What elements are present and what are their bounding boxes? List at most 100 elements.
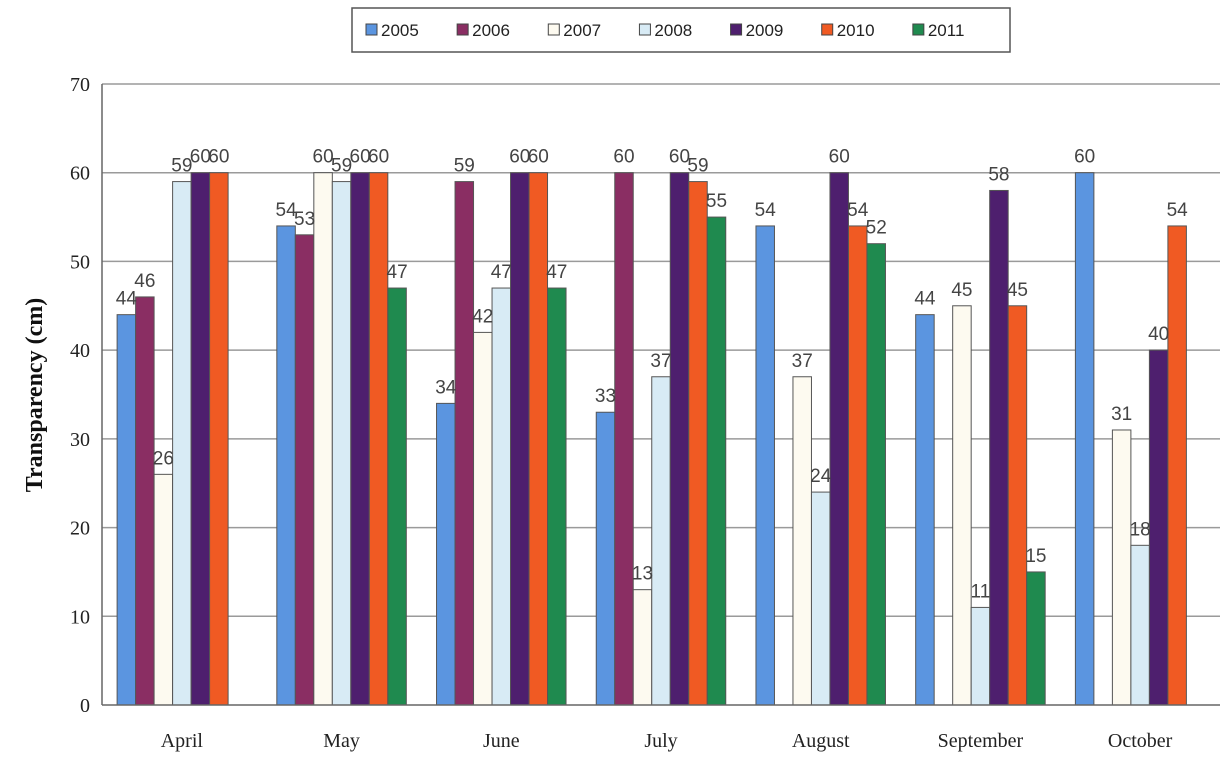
data-label: 45	[951, 280, 972, 301]
data-label: 47	[491, 262, 512, 283]
bar	[135, 296, 155, 706]
data-label: 40	[1148, 324, 1169, 345]
data-label: 53	[294, 209, 315, 230]
data-label: 31	[1111, 404, 1132, 425]
bar	[595, 411, 616, 706]
bar	[209, 172, 229, 706]
data-label: 58	[988, 164, 1009, 185]
bar	[1130, 544, 1150, 706]
data-labels: 4446265960605453605960604734594247606047…	[116, 147, 1188, 603]
bar	[989, 189, 1009, 706]
bar	[190, 172, 211, 706]
x-tick-label: June	[483, 730, 520, 752]
y-tick-label: 40	[70, 340, 90, 362]
bar	[528, 172, 549, 706]
bar	[688, 181, 708, 706]
legend-swatch	[365, 23, 378, 36]
data-label: 60	[208, 147, 229, 168]
bar	[116, 314, 137, 706]
legend-entry: 2006	[472, 21, 510, 40]
data-label: 37	[650, 351, 671, 372]
legend-swatch	[547, 23, 560, 36]
bar	[614, 172, 634, 706]
legend-entry: 2007	[563, 21, 601, 40]
bar	[454, 181, 475, 706]
bar	[792, 376, 812, 706]
y-tick-label: 0	[80, 695, 90, 717]
bar	[632, 589, 653, 706]
data-label: 33	[595, 386, 616, 407]
data-label: 13	[632, 564, 653, 585]
bar	[1026, 571, 1046, 706]
data-label: 60	[368, 147, 389, 168]
data-label: 46	[134, 271, 155, 292]
bars	[116, 172, 1187, 706]
x-tick-label: September	[938, 730, 1024, 752]
bar	[1148, 349, 1169, 706]
x-tick-label: July	[644, 730, 677, 752]
legend-swatch	[821, 23, 834, 36]
bar	[387, 287, 407, 706]
data-label: 59	[687, 156, 708, 177]
bar	[847, 225, 868, 706]
bar	[706, 216, 727, 706]
y-tick-labels: 0 10 20 30 40 50 60 70	[70, 74, 90, 717]
data-label: 15	[1025, 546, 1046, 567]
data-label: 59	[171, 156, 192, 177]
data-label: 34	[435, 377, 457, 398]
legend-entry: 2005	[381, 21, 419, 40]
bar	[829, 172, 849, 706]
legend-swatch	[638, 23, 651, 36]
legend-entry: 2010	[837, 21, 875, 40]
x-tick-label: April	[161, 730, 204, 752]
data-label: 42	[472, 306, 493, 327]
x-tick-label: May	[323, 730, 360, 752]
bar	[1074, 172, 1095, 706]
data-label: 54	[755, 200, 777, 221]
data-label: 59	[331, 156, 352, 177]
legend-swatch	[730, 23, 743, 36]
bar	[473, 331, 493, 706]
bar	[350, 172, 370, 706]
bar	[755, 225, 775, 706]
y-axis-label: Transparency (cm)	[22, 298, 48, 492]
data-label: 60	[313, 147, 334, 168]
data-label: 26	[153, 448, 174, 469]
legend-swatch	[456, 23, 469, 36]
data-label: 60	[1074, 147, 1095, 168]
bar	[276, 225, 296, 706]
data-label: 52	[866, 218, 887, 239]
bar	[651, 376, 671, 706]
y-tick-label: 10	[70, 606, 90, 628]
data-label: 60	[829, 147, 850, 168]
data-label: 60	[669, 147, 690, 168]
bar	[1007, 305, 1028, 706]
y-tick-label: 70	[70, 74, 90, 96]
data-label: 24	[810, 466, 832, 487]
legend-entry: 2011	[928, 21, 965, 40]
data-label: 60	[528, 147, 549, 168]
data-label: 55	[706, 191, 727, 212]
bar	[952, 305, 972, 706]
bar	[1111, 429, 1132, 706]
data-label: 47	[387, 262, 408, 283]
data-label: 11	[971, 581, 991, 602]
bar	[810, 491, 831, 706]
bar	[866, 243, 886, 706]
data-label: 60	[613, 147, 634, 168]
data-label: 44	[116, 289, 138, 310]
data-label: 60	[350, 147, 371, 168]
y-tick-label: 60	[70, 163, 90, 185]
data-label: 59	[454, 156, 475, 177]
bar	[970, 606, 991, 706]
legend-entry: 2008	[654, 21, 692, 40]
bar	[153, 473, 174, 706]
legend-swatch	[912, 23, 925, 36]
bar	[294, 234, 315, 706]
bar	[510, 172, 530, 706]
data-label: 47	[546, 262, 567, 283]
bar	[669, 172, 690, 706]
bar	[1167, 225, 1187, 706]
axes	[101, 84, 1220, 706]
